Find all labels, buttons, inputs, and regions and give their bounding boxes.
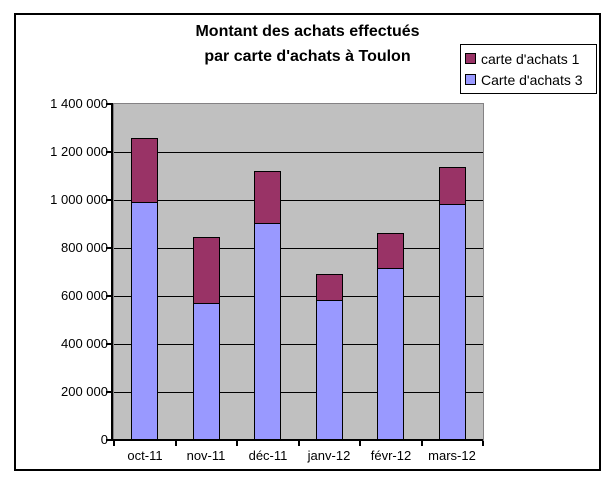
bar-segment-carte-d-achats-3-mars-12[interactable]	[438, 204, 466, 440]
gridline	[114, 344, 483, 345]
bar-segment-carte-d-achats-3-janv-12[interactable]	[315, 300, 343, 440]
y-axis-label: 600 000	[61, 288, 108, 303]
y-axis-label: 0	[100, 432, 108, 447]
gridline	[114, 392, 483, 393]
bar-segment-carte-d-achats-3-oct-11[interactable]	[131, 202, 159, 440]
legend-item-carte-d-achats-1[interactable]: carte d'achats 1	[465, 48, 592, 69]
bar-slot-mars-12	[422, 104, 484, 440]
gridline	[114, 152, 483, 153]
chart-title-line2: par carte d'achats à Toulon	[204, 48, 411, 65]
x-axis-label-janv-12: janv-12	[307, 448, 351, 463]
bar-segment-carte-d-achats-1-nov-11[interactable]	[192, 237, 220, 304]
legend[interactable]: carte d'achats 1 Carte d'achats 3	[460, 44, 597, 94]
plot-area	[113, 103, 484, 441]
x-axis-tick	[359, 441, 361, 446]
x-axis-label-févr-12: févr-12	[370, 448, 412, 463]
y-axis-label: 1 000 000	[50, 192, 108, 207]
y-axis-tick	[106, 439, 112, 441]
y-axis-tick	[106, 151, 112, 153]
chart-frame: Montant des achats effectués par carte d…	[14, 13, 601, 471]
x-axis-label-nov-11: nov-11	[186, 448, 226, 463]
legend-swatch-icon	[465, 74, 476, 85]
bar-slot-déc-11	[237, 104, 299, 440]
bar-segment-carte-d-achats-3-nov-11[interactable]	[192, 303, 220, 440]
x-axis-tick	[298, 441, 300, 446]
bar-slot-oct-11	[114, 104, 176, 440]
x-axis-tick	[236, 441, 238, 446]
bar-segment-carte-d-achats-1-mars-12[interactable]	[438, 167, 466, 205]
y-axis-label: 200 000	[61, 384, 108, 399]
x-axis-label-déc-11: déc-11	[248, 448, 288, 463]
legend-label: Carte d'achats 3	[481, 71, 583, 88]
y-axis-tick	[106, 247, 112, 249]
bar-segment-carte-d-achats-1-janv-12[interactable]	[315, 274, 343, 301]
y-axis-label: 400 000	[61, 336, 108, 351]
x-axis-tick	[482, 441, 484, 446]
x-axis-label-oct-11: oct-11	[127, 448, 163, 463]
bar-segment-carte-d-achats-1-févr-12[interactable]	[377, 233, 405, 269]
x-axis-line	[111, 439, 483, 441]
y-axis-tick	[106, 199, 112, 201]
legend-swatch-icon	[465, 53, 476, 64]
y-axis-tick	[106, 295, 112, 297]
y-axis-label: 1 400 000	[50, 96, 108, 111]
legend-label: carte d'achats 1	[481, 50, 580, 67]
y-axis-label: 1 200 000	[50, 144, 108, 159]
bar-segment-carte-d-achats-1-oct-11[interactable]	[131, 138, 159, 203]
bar-segment-carte-d-achats-3-déc-11[interactable]	[254, 223, 282, 440]
x-axis-tick	[113, 441, 115, 446]
chart-title: Montant des achats effectués par carte d…	[16, 19, 599, 69]
x-axis-label-mars-12: mars-12	[428, 448, 476, 463]
bar-slot-févr-12	[360, 104, 422, 440]
x-axis-tick	[175, 441, 177, 446]
bar-segment-carte-d-achats-1-déc-11[interactable]	[254, 171, 282, 224]
y-axis-tick	[106, 103, 112, 105]
bar-slot-nov-11	[176, 104, 238, 440]
y-axis-tick	[106, 391, 112, 393]
y-axis-tick	[106, 343, 112, 345]
chart-title-line1: Montant des achats effectués	[195, 23, 420, 40]
gridline	[114, 200, 483, 201]
x-axis-tick	[421, 441, 423, 446]
y-axis-label: 800 000	[61, 240, 108, 255]
bar-slot-janv-12	[299, 104, 361, 440]
gridline	[114, 296, 483, 297]
gridline	[114, 248, 483, 249]
y-axis-line	[111, 103, 113, 441]
bar-segment-carte-d-achats-3-févr-12[interactable]	[377, 268, 405, 440]
legend-item-carte-d-achats-3[interactable]: Carte d'achats 3	[465, 69, 592, 90]
